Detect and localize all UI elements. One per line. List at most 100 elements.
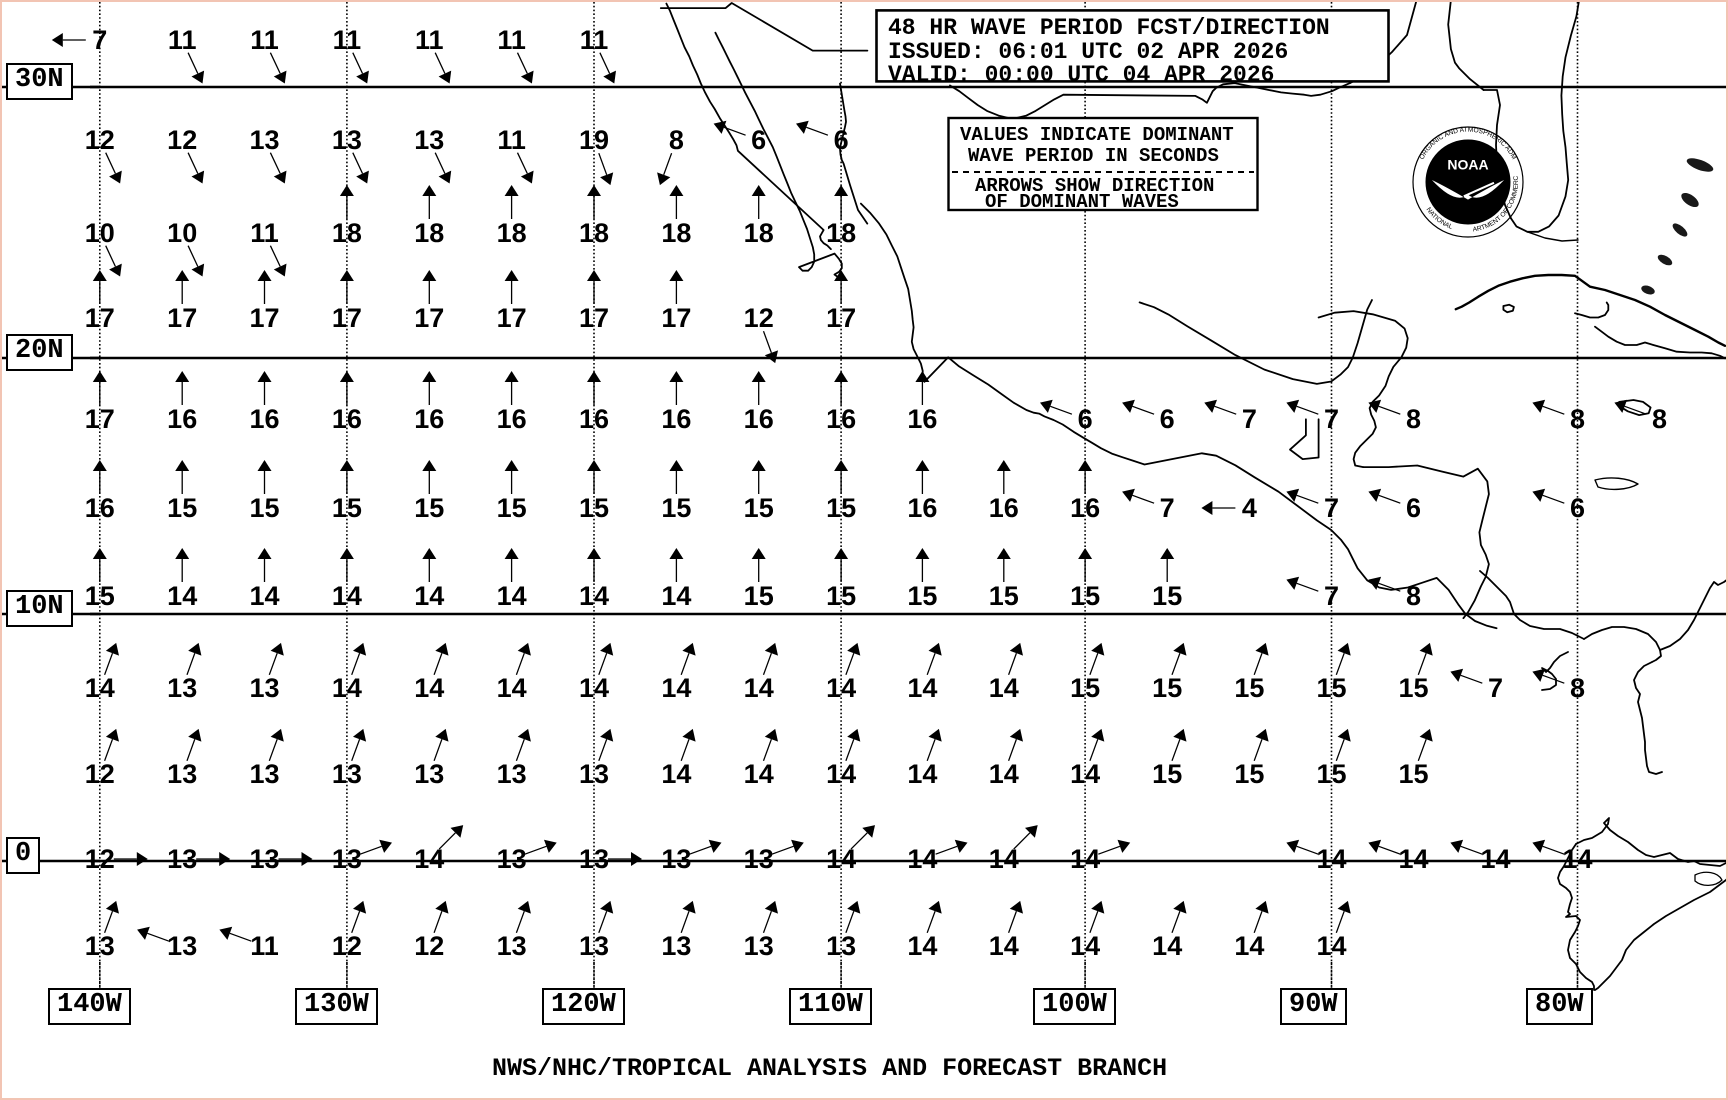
svg-text:17: 17 [167,303,197,333]
svg-text:14: 14 [1316,844,1346,874]
svg-text:12: 12 [414,931,444,961]
svg-text:15: 15 [414,493,444,523]
svg-text:WAVE PERIOD IN SECONDS: WAVE PERIOD IN SECONDS [968,145,1219,167]
svg-text:14: 14 [907,844,937,874]
svg-text:12: 12 [167,125,197,155]
svg-text:8: 8 [1406,581,1421,611]
svg-text:15: 15 [661,493,691,523]
svg-text:14: 14 [332,673,362,703]
svg-text:14: 14 [414,581,444,611]
svg-text:13: 13 [497,844,527,874]
svg-text:13: 13 [414,759,444,789]
svg-text:14: 14 [907,759,937,789]
svg-text:14: 14 [826,673,856,703]
svg-text:14: 14 [85,673,115,703]
svg-text:13: 13 [826,931,856,961]
svg-text:16: 16 [85,493,115,523]
svg-text:14: 14 [579,673,609,703]
svg-text:16: 16 [907,404,937,434]
svg-text:14: 14 [414,673,444,703]
svg-text:16: 16 [744,404,774,434]
svg-text:8: 8 [1570,404,1585,434]
svg-text:16: 16 [332,404,362,434]
svg-text:15: 15 [744,493,774,523]
svg-text:14: 14 [661,581,691,611]
svg-text:7: 7 [92,25,107,55]
svg-text:17: 17 [497,303,527,333]
svg-text:4: 4 [1242,493,1257,523]
svg-text:13: 13 [579,759,609,789]
svg-text:16: 16 [989,493,1019,523]
svg-text:14: 14 [989,931,1019,961]
svg-text:15: 15 [989,581,1019,611]
svg-text:12: 12 [744,303,774,333]
svg-text:16: 16 [414,404,444,434]
svg-text:12: 12 [332,931,362,961]
svg-text:14: 14 [989,673,1019,703]
svg-text:14: 14 [1070,759,1100,789]
svg-text:13: 13 [249,759,279,789]
svg-text:17: 17 [826,303,856,333]
svg-text:16: 16 [1070,493,1100,523]
svg-text:14: 14 [579,581,609,611]
svg-text:13: 13 [85,931,115,961]
svg-text:15: 15 [1316,673,1346,703]
svg-text:15: 15 [1070,673,1100,703]
svg-text:15: 15 [332,493,362,523]
svg-text:13: 13 [167,759,197,789]
svg-text:14: 14 [907,931,937,961]
svg-text:19: 19 [579,125,609,155]
svg-text:14: 14 [249,581,279,611]
svg-text:13: 13 [579,844,609,874]
svg-text:7: 7 [1242,404,1257,434]
svg-text:16: 16 [826,404,856,434]
svg-text:14: 14 [497,581,527,611]
svg-text:12: 12 [85,125,115,155]
svg-text:8: 8 [669,125,684,155]
svg-text:13: 13 [332,844,362,874]
svg-text:11: 11 [497,125,526,155]
svg-text:14: 14 [744,673,774,703]
svg-text:13: 13 [414,125,444,155]
svg-text:18: 18 [414,218,444,248]
svg-text:13: 13 [332,759,362,789]
svg-text:VALID: 00:00 UTC 04 APR 2026: VALID: 00:00 UTC 04 APR 2026 [888,62,1274,88]
svg-text:13: 13 [332,125,362,155]
svg-text:7: 7 [1324,581,1339,611]
svg-text:15: 15 [167,493,197,523]
svg-text:7: 7 [1160,493,1175,523]
svg-text:17: 17 [249,303,279,333]
svg-text:12: 12 [85,759,115,789]
svg-text:15: 15 [1234,759,1264,789]
svg-text:14: 14 [1234,931,1264,961]
svg-text:14: 14 [167,581,197,611]
svg-text:7: 7 [1324,493,1339,523]
svg-text:13: 13 [661,844,691,874]
svg-text:16: 16 [167,404,197,434]
svg-text:18: 18 [661,218,691,248]
svg-text:15: 15 [1152,759,1182,789]
svg-text:13: 13 [167,673,197,703]
svg-text:15: 15 [579,493,609,523]
svg-text:11: 11 [497,25,526,55]
svg-text:18: 18 [497,218,527,248]
svg-text:15: 15 [1152,673,1182,703]
svg-text:8: 8 [1652,404,1667,434]
svg-text:15: 15 [1316,759,1346,789]
svg-text:17: 17 [414,303,444,333]
svg-text:18: 18 [332,218,362,248]
svg-text:6: 6 [1406,493,1421,523]
svg-text:11: 11 [250,218,279,248]
svg-text:14: 14 [1070,931,1100,961]
svg-text:15: 15 [907,581,937,611]
svg-text:17: 17 [579,303,609,333]
svg-text:13: 13 [249,125,279,155]
svg-text:6: 6 [1570,493,1585,523]
svg-text:7: 7 [1488,673,1503,703]
svg-text:11: 11 [168,25,197,55]
svg-text:16: 16 [249,404,279,434]
svg-text:13: 13 [167,931,197,961]
svg-text:13: 13 [249,673,279,703]
svg-text:13: 13 [497,931,527,961]
svg-text:11: 11 [580,25,609,55]
